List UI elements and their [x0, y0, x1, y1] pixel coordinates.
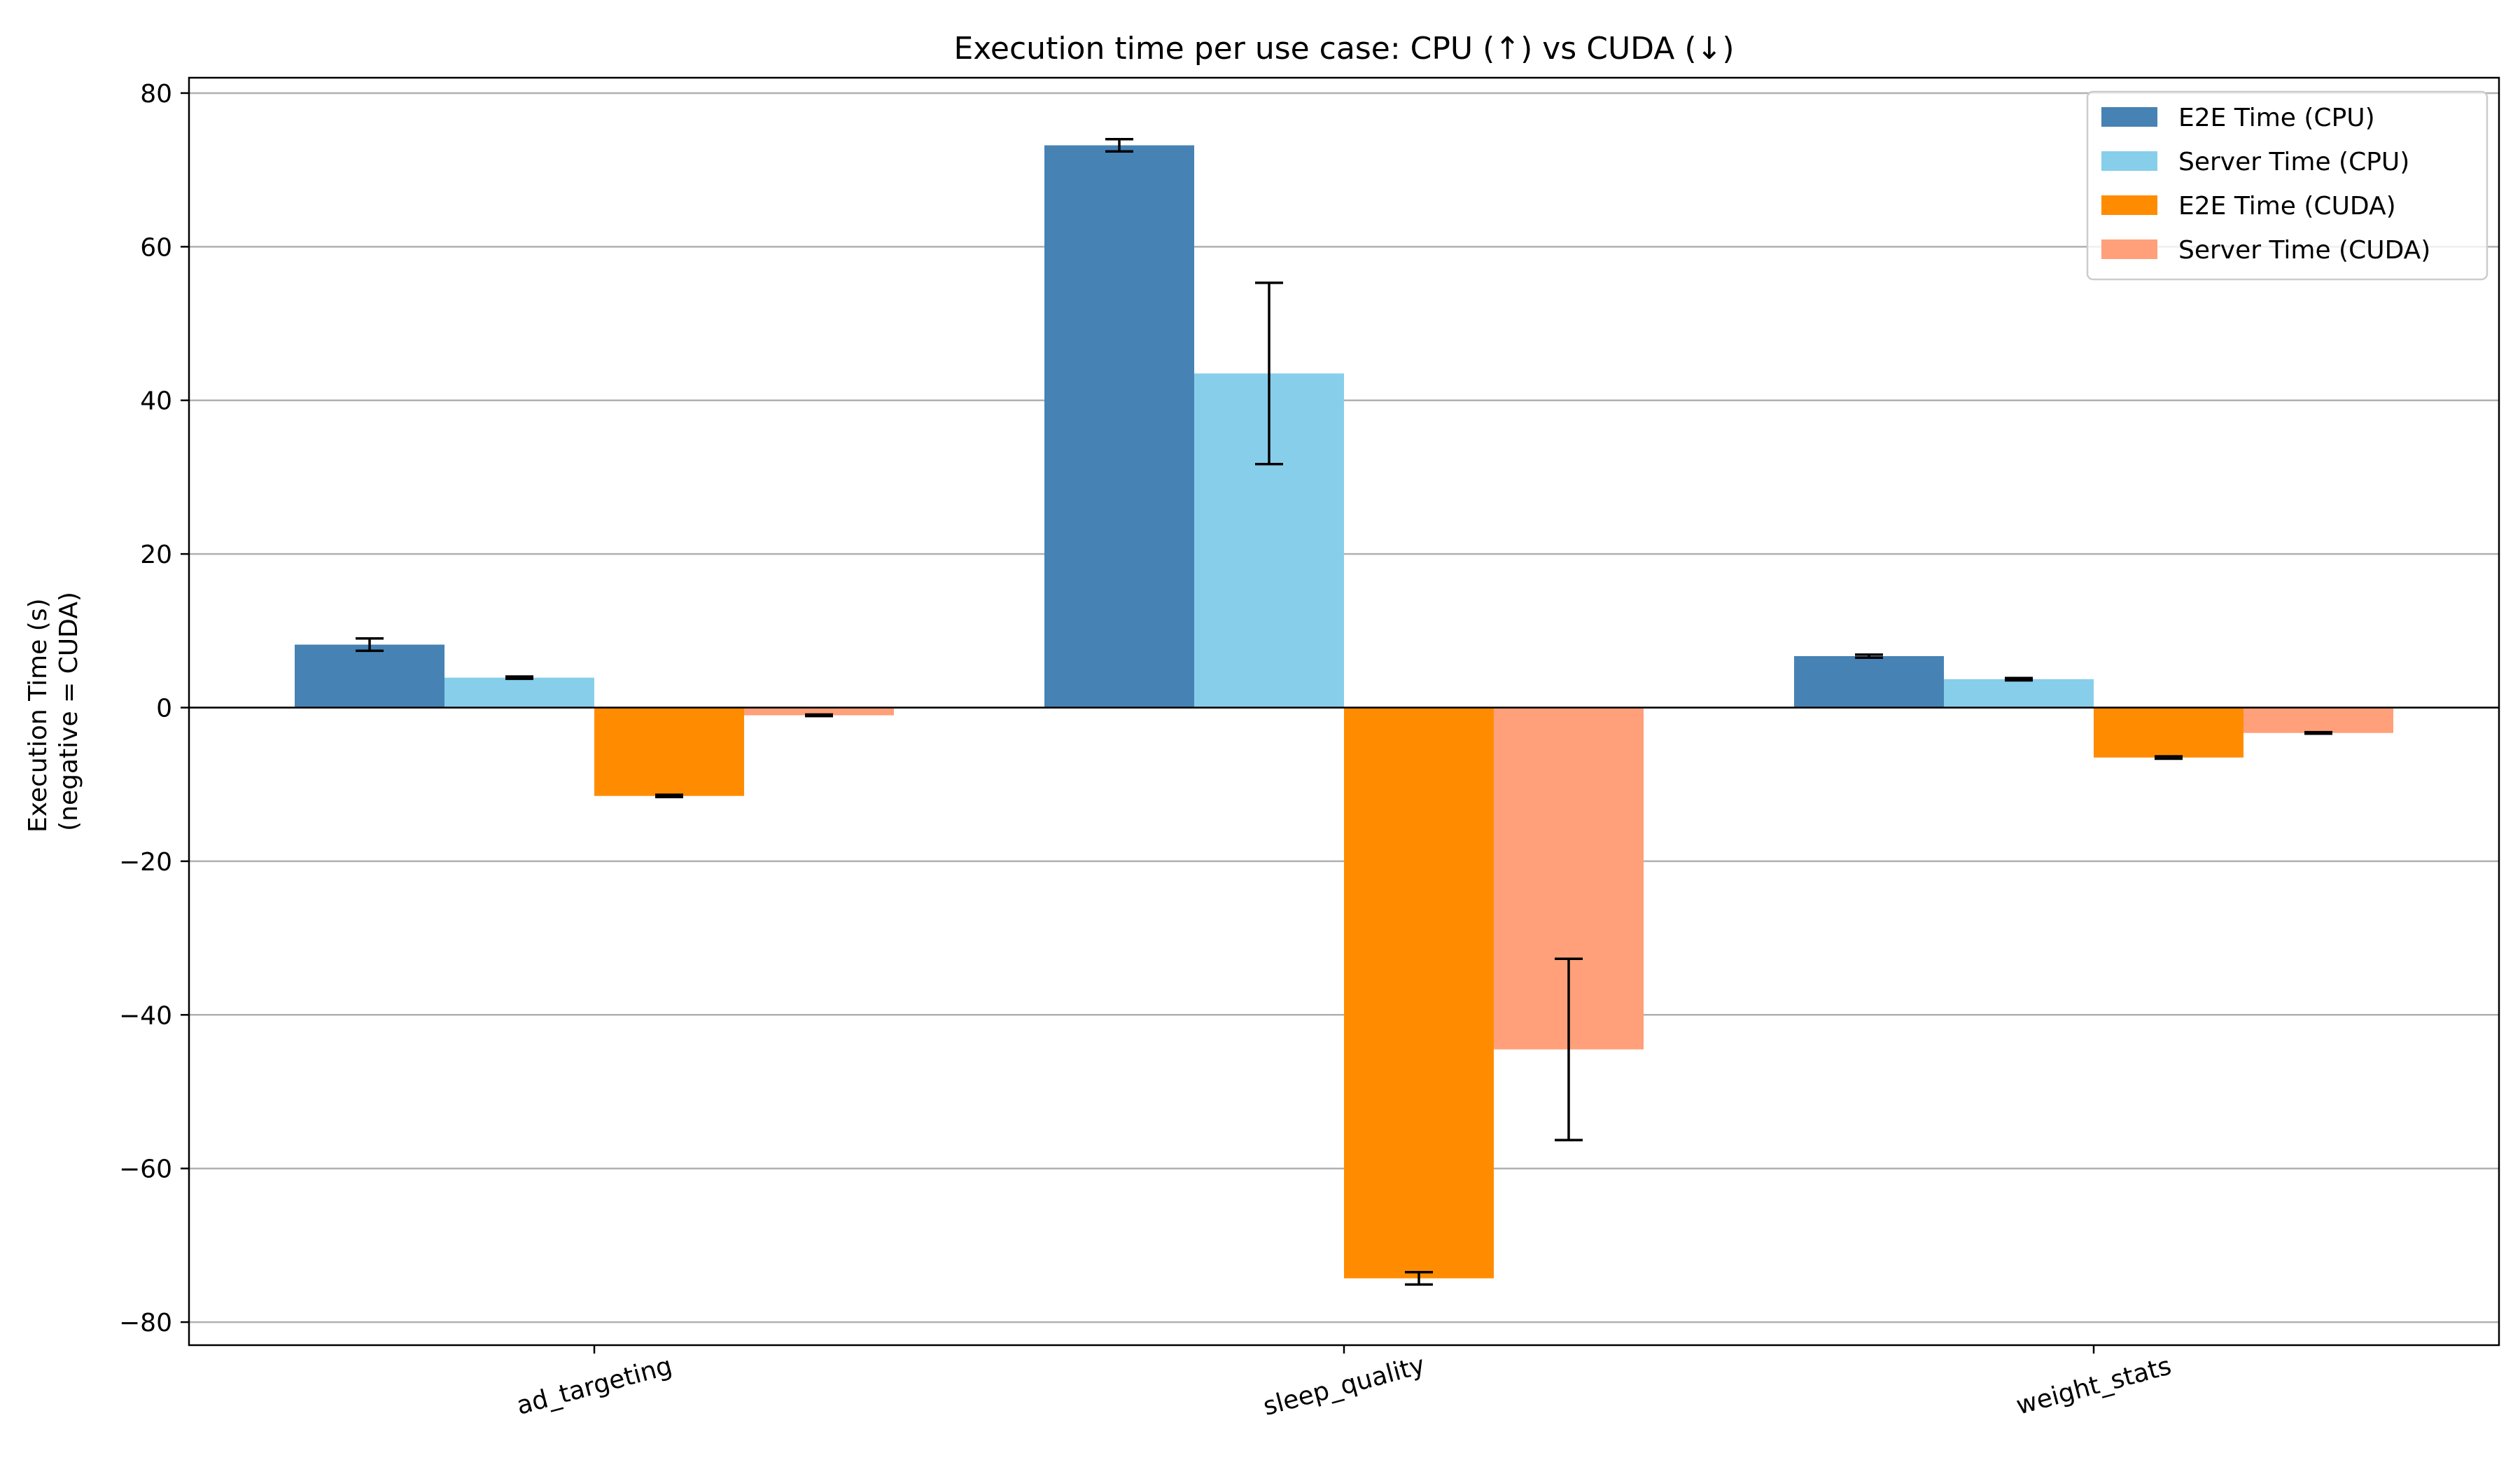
y-tick-label: −20	[119, 848, 172, 877]
bar-sleep_quality-2	[1344, 707, 1494, 1279]
y-tick-label: 60	[140, 233, 172, 262]
legend-label-2: E2E Time (CUDA)	[2178, 192, 2396, 221]
error-bar	[505, 675, 533, 681]
bar-ad_targeting-1	[444, 677, 594, 708]
y-tick-label: 80	[140, 80, 172, 109]
error-bar	[1555, 957, 1583, 1141]
error-bar	[2155, 755, 2183, 760]
legend-label-0: E2E Time (CPU)	[2178, 104, 2375, 132]
bars	[295, 145, 2393, 1279]
y-axis-label: Execution Time (s) (negative = CUDA)	[24, 590, 83, 833]
bar-weight_stats-3	[2244, 707, 2393, 733]
y-axis-label-line2: (negative = CUDA)	[55, 592, 83, 831]
error-bar	[1255, 281, 1283, 466]
bar-weight_stats-1	[1944, 679, 2094, 708]
bar-sleep_quality-0	[1044, 145, 1194, 708]
x-tick-label-ad_targeting: ad_targeting	[514, 1351, 676, 1421]
x-axis: ad_targeting sleep_quality weight_stats	[514, 1345, 2174, 1421]
error-bar	[2005, 676, 2033, 682]
error-bar	[2304, 730, 2332, 735]
y-tick-label: 0	[156, 695, 172, 723]
bar-ad_targeting-2	[594, 707, 744, 796]
y-tick-label: −60	[119, 1155, 172, 1184]
chart-title: Execution time per use case: CPU (↑) vs …	[953, 31, 1734, 67]
bar-ad_targeting-3	[744, 707, 894, 716]
y-tick-label: 20	[140, 541, 172, 569]
error-bar	[805, 713, 833, 718]
y-tick-label: −80	[119, 1309, 172, 1337]
error-bar	[356, 637, 384, 653]
error-bar	[1855, 653, 1883, 659]
legend-swatch-0	[2101, 107, 2157, 127]
bar-weight_stats-2	[2094, 707, 2244, 758]
y-axis-label-line1: Execution Time (s)	[24, 598, 52, 833]
legend-swatch-3	[2101, 239, 2157, 259]
error-bar	[1405, 1271, 1433, 1286]
legend-label-3: Server Time (CUDA)	[2178, 236, 2430, 265]
y-tick-label: −40	[119, 1001, 172, 1030]
error-bar	[1105, 138, 1133, 153]
y-tick-label: 40	[140, 387, 172, 416]
x-tick-label-sleep_quality: sleep_quality	[1260, 1351, 1428, 1421]
legend: E2E Time (CPU) Server Time (CPU) E2E Time …	[2086, 90, 2488, 281]
legend-swatch-2	[2101, 195, 2157, 215]
y-axis: 80 60 40 20 0 −20 −40 −60 −80	[119, 80, 189, 1337]
legend-swatch-1	[2101, 151, 2157, 171]
legend-label-1: Server Time (CPU)	[2178, 148, 2409, 176]
legend-box	[2086, 90, 2488, 281]
bar-ad_targeting-0	[295, 644, 444, 708]
error-bars	[356, 138, 2332, 1286]
error-bar	[655, 793, 683, 799]
x-tick-label-weight_stats: weight_stats	[2013, 1351, 2174, 1420]
bar-weight_stats-0	[1794, 656, 1944, 708]
